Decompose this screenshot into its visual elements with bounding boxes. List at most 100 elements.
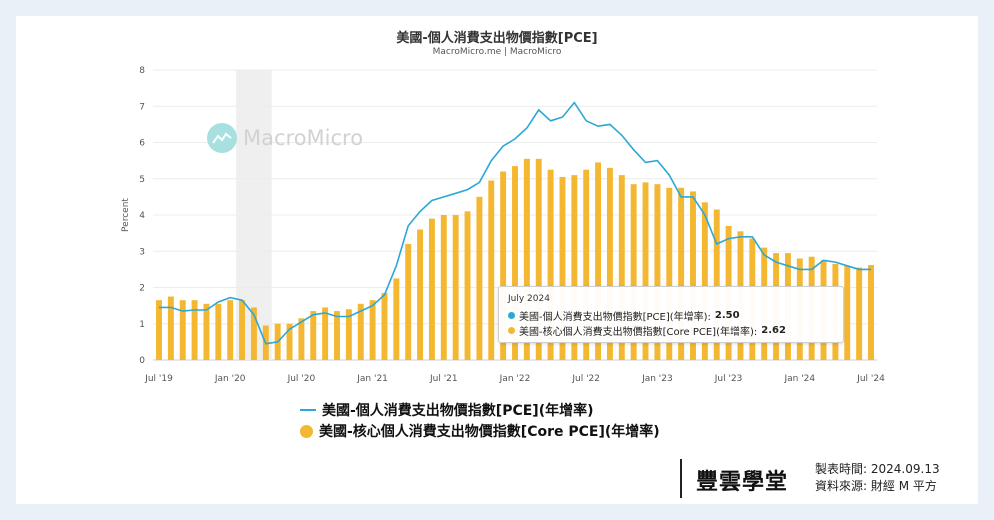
core-pce-bar <box>583 169 590 360</box>
tooltip-row-pce: 美國-個人消費支出物價指數[PCE](年增率): 2.50 <box>508 308 740 323</box>
core-pce-bar <box>191 300 198 360</box>
made-time-label: 製表時間: <box>815 462 868 476</box>
y-tick-label: 7 <box>139 102 145 112</box>
y-tick-label: 1 <box>139 320 145 330</box>
core-pce-bar <box>417 229 424 360</box>
core-pce-bar <box>203 303 210 360</box>
x-tick-label: Jul '20 <box>287 374 316 384</box>
core-pce-bar <box>713 209 720 360</box>
core-pce-bar <box>523 158 530 360</box>
core-pce-bar <box>393 278 400 360</box>
core-pce-bar <box>678 187 685 360</box>
core-pce-bar <box>381 292 388 360</box>
chart-title: 美國-個人消費支出物價指數[PCE] <box>396 31 598 46</box>
core-pce-bar <box>452 215 459 360</box>
chart-subtitle: MacroMicro.me | MacroMicro <box>432 47 562 57</box>
tooltip-pce-label: 美國-個人消費支出物價指數[PCE](年增率): <box>519 312 711 323</box>
core-pce-bar <box>239 300 246 360</box>
y-tick-label: 4 <box>139 211 145 221</box>
source-value: 財經 M 平方 <box>870 479 937 493</box>
core-pce-bar <box>286 323 293 360</box>
legend-item-core-pce[interactable]: 美國-核心個人消費支出物價指數[Core PCE](年增率) <box>300 421 660 441</box>
x-tick-label: Jul '21 <box>429 374 458 384</box>
watermark-text: MacroMicro <box>243 126 364 150</box>
core-pce-bar <box>512 166 518 360</box>
core-pce-bar <box>701 202 708 360</box>
tooltip-row-core-pce: 美國-核心個人消費支出物價指數[Core PCE](年增率): 2.62 <box>508 323 786 338</box>
legend-label-pce: 美國-個人消費支出物價指數[PCE](年增率) <box>322 403 594 419</box>
y-tick-label: 0 <box>139 356 145 366</box>
x-tick-label: Jul '19 <box>144 374 173 384</box>
core-pce-bar <box>547 169 554 360</box>
legend-dot-icon <box>300 424 313 438</box>
core-pce-bar <box>227 300 234 360</box>
core-pce-bar <box>476 196 483 360</box>
y-axis-label: Percent <box>121 198 131 232</box>
x-tick-label: Jan '21 <box>356 374 388 384</box>
core-pce-bar <box>868 265 874 360</box>
core-pce-bar <box>630 184 637 360</box>
core-pce-bar <box>298 318 305 360</box>
made-time: 製表時間: 2024.09.13 <box>815 460 940 477</box>
core-pce-bar <box>179 300 186 360</box>
core-pce-bar <box>357 303 364 360</box>
core-pce-bar <box>571 175 578 360</box>
y-tick-label: 8 <box>139 66 145 76</box>
core-pce-bar <box>345 309 352 360</box>
macromicro-logo-icon <box>207 123 237 153</box>
x-tick-label: Jul '23 <box>714 374 743 384</box>
legend-label-core-pce: 美國-核心個人消費支出物價指數[Core PCE](年增率) <box>319 424 660 440</box>
tooltip-pce-value: 2.50 <box>714 310 740 321</box>
core-pce-bar <box>334 311 340 360</box>
y-tick-label: 3 <box>139 247 145 257</box>
core-pce-bars <box>156 158 874 360</box>
made-time-value: 2024.09.13 <box>870 462 940 476</box>
watermark: MacroMicro <box>207 123 363 153</box>
x-tick-labels: Jul '19 Jan '20 Jul '20 Jan '21 Jul '21 Jan '… <box>144 374 885 384</box>
core-pce-bar <box>666 187 673 360</box>
core-pce-bar <box>844 265 851 360</box>
x-tick-label: Jan '20 <box>214 374 246 384</box>
x-tick-label: Jan '22 <box>499 374 531 384</box>
source-label: 資料來源: <box>815 479 868 493</box>
core-pce-bar <box>322 307 329 360</box>
x-tick-label: Jan '23 <box>641 374 673 384</box>
core-pce-bar <box>464 211 471 360</box>
core-pce-bar <box>428 218 435 360</box>
core-pce-bar <box>559 176 566 360</box>
pce-line <box>159 101 871 345</box>
core-pce-bar <box>369 300 376 360</box>
core-pce-bar <box>535 158 542 360</box>
footer-divider <box>680 459 682 498</box>
y-tick-label: 2 <box>139 284 145 294</box>
core-pce-bar <box>405 244 412 360</box>
core-pce-bar <box>856 267 863 360</box>
core-pce-bar <box>595 162 602 360</box>
tooltip-core-pce-value: 2.62 <box>761 325 786 336</box>
core-pce-bar <box>488 180 495 360</box>
core-pce-bar <box>440 215 447 360</box>
data-tooltip: July 2024 美國-個人消費支出物價指數[PCE](年增率): 2.50 … <box>498 286 844 343</box>
core-pce-bar <box>500 171 507 360</box>
y-tick-label: 6 <box>139 139 145 149</box>
legend-line-icon <box>300 409 316 411</box>
x-tick-label: Jan '24 <box>783 374 815 384</box>
brand-logo: 豐雲學堂 <box>696 470 789 495</box>
tooltip-pce-dot-icon <box>508 312 515 319</box>
core-pce-bar <box>618 175 625 360</box>
tooltip-date: July 2024 <box>508 294 550 304</box>
core-pce-bar <box>642 182 649 360</box>
legend-item-pce[interactable]: 美國-個人消費支出物價指數[PCE](年增率) <box>300 400 594 420</box>
x-tick-label: Jul '22 <box>571 374 600 384</box>
tooltip-core-pce-label: 美國-核心個人消費支出物價指數[Core PCE](年增率): <box>519 327 758 338</box>
core-pce-bar <box>215 303 222 360</box>
core-pce-bar <box>654 184 661 360</box>
y-tick-label: 5 <box>139 175 145 185</box>
core-pce-bar <box>606 167 613 360</box>
core-pce-bar <box>167 296 174 360</box>
data-source: 資料來源: 財經 M 平方 <box>815 477 937 494</box>
y-tick-labels: 0 1 2 3 4 5 6 7 8 <box>139 66 145 366</box>
core-pce-bar <box>250 307 257 360</box>
x-tick-label: Jul '24 <box>856 374 885 384</box>
